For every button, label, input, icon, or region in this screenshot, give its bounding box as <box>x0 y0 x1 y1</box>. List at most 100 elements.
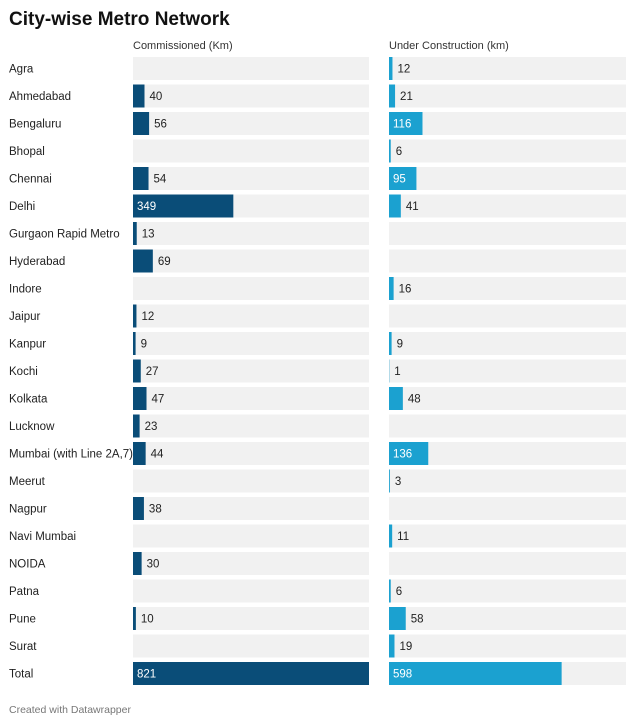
bar <box>389 277 394 300</box>
bar-background <box>133 634 369 658</box>
value-label: 40 <box>149 91 162 103</box>
bar <box>389 139 391 163</box>
row-label: Kanpur <box>9 339 46 351</box>
value-label: 13 <box>142 229 155 241</box>
bar-background <box>389 332 626 355</box>
chart-title: City-wise Metro Network <box>9 9 230 30</box>
row-label: Hyderabad <box>9 256 65 268</box>
bar-background <box>133 304 369 328</box>
value-label: 19 <box>399 641 412 653</box>
bar <box>389 469 390 493</box>
bar <box>133 359 141 383</box>
row-label: Nagpur <box>9 504 47 516</box>
bar-background <box>133 607 369 630</box>
bar-background <box>133 469 369 493</box>
bar <box>389 112 423 135</box>
row-label: Delhi <box>9 201 35 213</box>
row-label: Bhopal <box>9 146 45 158</box>
bar <box>133 552 142 575</box>
row-label: Bengaluru <box>9 119 61 131</box>
bar-background <box>389 387 626 410</box>
value-label: 349 <box>137 201 156 213</box>
bar-background <box>389 497 626 520</box>
value-label: 48 <box>408 394 421 406</box>
value-label: 38 <box>149 504 162 516</box>
value-label: 1 <box>394 366 400 378</box>
bar-background <box>133 277 369 300</box>
bar <box>389 634 395 658</box>
row-label: Patna <box>9 586 40 598</box>
bar-background <box>133 497 369 520</box>
value-label: 3 <box>395 476 401 488</box>
value-label: 12 <box>397 64 410 76</box>
bar-background <box>389 579 626 603</box>
bar <box>133 249 153 273</box>
value-label: 23 <box>145 421 158 433</box>
bar-background <box>389 112 626 135</box>
row-label: Gurgaon Rapid Metro <box>9 229 120 241</box>
row-label: Pune <box>9 614 36 626</box>
value-label: 69 <box>158 256 171 268</box>
bar <box>133 167 149 190</box>
bar-background <box>389 167 626 190</box>
row-label: Chennai <box>9 174 52 186</box>
bar <box>133 194 234 218</box>
value-label: 30 <box>147 559 160 571</box>
value-label: 58 <box>411 614 424 626</box>
value-label: 47 <box>152 394 165 406</box>
column-header: Commissioned (Km) <box>133 40 233 52</box>
bar <box>389 332 392 355</box>
bar-background <box>133 112 369 135</box>
bar-background <box>133 359 369 383</box>
value-label: 9 <box>397 339 403 351</box>
bar <box>389 607 406 630</box>
bar-background <box>133 552 369 575</box>
row-label: Agra <box>9 64 34 76</box>
bar <box>133 304 137 328</box>
bar-background <box>133 579 369 603</box>
bar <box>389 57 393 80</box>
row-label: Total <box>9 669 33 681</box>
value-label: 56 <box>154 119 167 131</box>
value-label: 95 <box>393 174 406 186</box>
bar-background <box>389 84 626 108</box>
bar-background <box>133 139 369 163</box>
row-label: Kochi <box>9 366 38 378</box>
row-label: Meerut <box>9 476 46 488</box>
bar <box>133 332 136 355</box>
value-label: 598 <box>393 669 412 681</box>
bar-background <box>389 524 626 548</box>
bar-background <box>389 222 626 245</box>
row-label: Surat <box>9 641 37 653</box>
bar <box>389 442 429 465</box>
bar <box>389 662 562 685</box>
bar <box>133 414 140 438</box>
bar-background <box>389 442 626 465</box>
value-label: 16 <box>399 284 412 296</box>
value-label: 27 <box>146 366 159 378</box>
value-label: 44 <box>151 449 164 461</box>
row-label: Indore <box>9 284 42 296</box>
bar <box>389 167 417 190</box>
row-label: Navi Mumbai <box>9 531 76 543</box>
row-label: NOIDA <box>9 559 46 571</box>
bar-background <box>133 332 369 355</box>
bar-background <box>389 277 626 300</box>
bar-background <box>389 57 626 80</box>
bar-background <box>389 634 626 658</box>
bar-background <box>133 524 369 548</box>
bar <box>133 84 145 108</box>
value-label: 6 <box>396 586 402 598</box>
bar <box>133 112 150 135</box>
bar-background <box>133 387 369 410</box>
value-label: 821 <box>137 669 156 681</box>
bar <box>389 194 401 218</box>
row-label: Lucknow <box>9 421 55 433</box>
value-label: 12 <box>141 311 154 323</box>
bar <box>133 497 144 520</box>
value-label: 10 <box>141 614 154 626</box>
source-note: Created with Datawrapper <box>9 704 131 716</box>
bar <box>133 387 147 410</box>
bar-background <box>389 139 626 163</box>
